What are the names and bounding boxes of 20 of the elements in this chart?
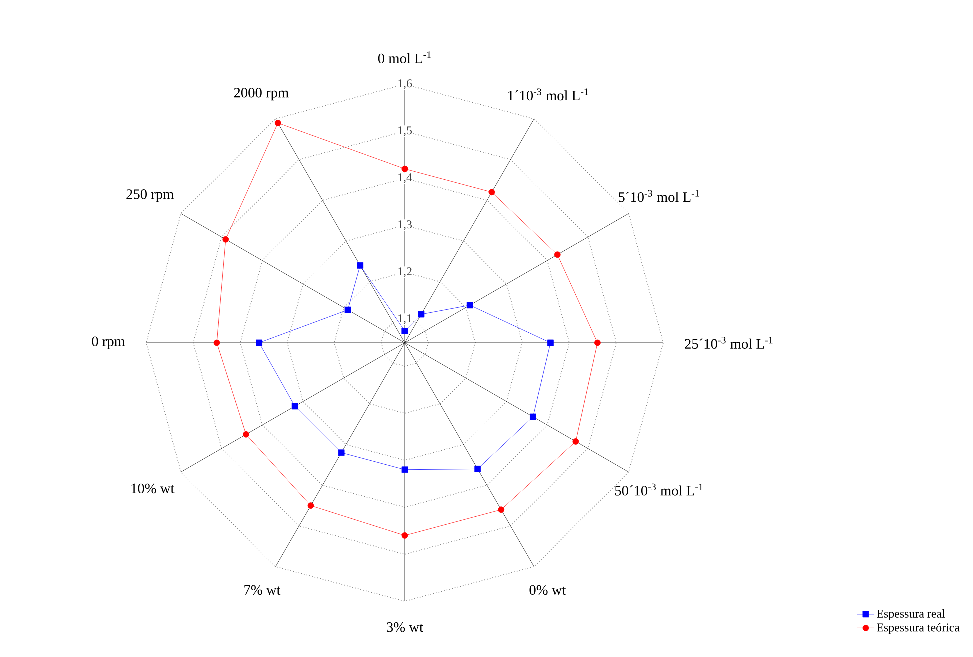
spoke-label: 3% wt — [387, 622, 424, 632]
y-tick-label: 1,4 — [398, 174, 412, 184]
spoke-label: 50´10$^{-3}$ mol L$^{-1}$ — [615, 484, 703, 496]
y-tick-label: 1,1 — [398, 314, 412, 324]
spoke-label: 5´10$^{-3}$ mol L$^{-1}$ — [619, 190, 700, 202]
legend-label: Espessura teórica — [877, 623, 960, 634]
y-tick-label: 1,3 — [398, 220, 412, 230]
y-tick-label: 1,5 — [398, 126, 412, 136]
spoke-label: 0 rpm — [92, 336, 126, 350]
spoke-label: 1´10$^{-3}$ mol L$^{-1}$ — [508, 88, 588, 101]
spoke-label: 0% wt — [530, 585, 566, 596]
y-tick-label: 1,2 — [398, 268, 412, 278]
y-tick-label: 1,6 — [398, 80, 412, 90]
spoke-label: 2000 rpm — [234, 88, 289, 101]
spoke-label: 0 mol L$^{-1}$ — [378, 52, 432, 64]
spoke-label: 25´10$^{-3}$ mol L$^{-1}$ — [685, 337, 773, 349]
legend-label: Espessura real — [877, 610, 946, 620]
spoke-label: 7% wt — [244, 585, 281, 596]
spoke-label: 250 rpm — [126, 190, 174, 202]
spoke-label: 10% wt — [132, 484, 175, 494]
